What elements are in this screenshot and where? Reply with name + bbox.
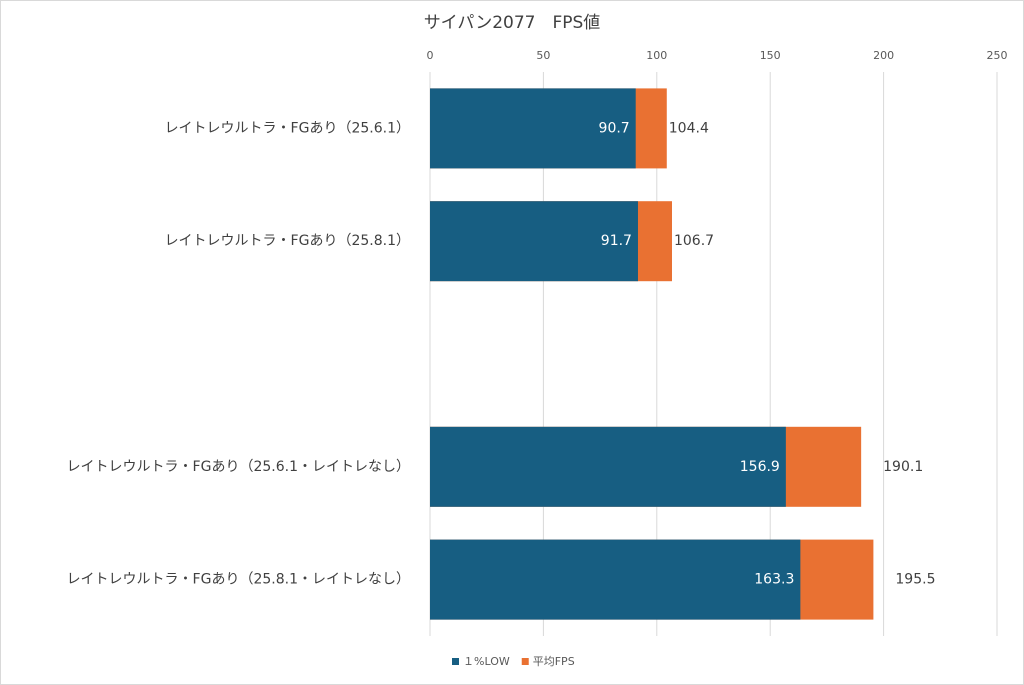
- data-label: 106.7: [674, 233, 714, 249]
- data-label: 90.7: [599, 120, 630, 136]
- bar: [430, 539, 801, 620]
- legend-swatch: [521, 658, 529, 665]
- x-tick-label: 100: [646, 49, 667, 62]
- x-tick-label: 150: [760, 49, 781, 62]
- legend-label: 平均FPS: [533, 655, 575, 668]
- y-tick-label: レイトレウルトラ・FGあり（25.8.1）: [165, 233, 410, 249]
- legend-label: １%LOW: [463, 655, 510, 668]
- y-tick-label: レイトレウルトラ・FGあり（25.6.1）: [165, 120, 410, 136]
- data-label: 190.1: [883, 459, 923, 475]
- data-label: 104.4: [669, 120, 709, 136]
- bar: [430, 201, 638, 282]
- bar: [430, 88, 636, 169]
- y-tick-label: レイトレウルトラ・FGあり（25.8.1・レイトレなし）: [67, 572, 410, 588]
- x-tick-label: 50: [536, 49, 550, 62]
- data-label: 163.3: [754, 572, 794, 588]
- x-tick-label: 250: [987, 49, 1008, 62]
- data-label: 156.9: [740, 459, 780, 475]
- data-label: 195.5: [895, 572, 935, 588]
- bar: [430, 426, 786, 507]
- y-tick-label: レイトレウルトラ・FGあり（25.6.1・レイトレなし）: [67, 459, 410, 475]
- chart-title: サイパン2077 FPS値: [424, 13, 601, 33]
- data-label: 91.7: [601, 233, 632, 249]
- legend-swatch: [452, 658, 459, 665]
- x-tick-label: 200: [873, 49, 894, 62]
- x-tick-label: 0: [427, 49, 434, 62]
